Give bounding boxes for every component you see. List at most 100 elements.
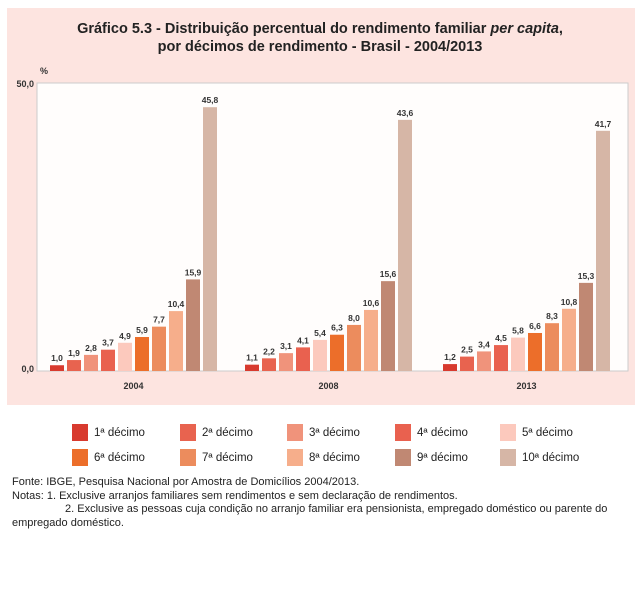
bar — [381, 281, 395, 371]
bar — [562, 308, 576, 371]
legend-item: 10ª décimo — [500, 449, 579, 466]
data-label: 3,7 — [102, 338, 114, 348]
legend-label: 5ª décimo — [522, 426, 573, 439]
title-italic: per capita — [490, 21, 559, 37]
legend-swatch — [180, 449, 196, 466]
legend-item: 6ª décimo — [72, 449, 145, 466]
data-label: 45,8 — [202, 95, 219, 105]
title-line2: por décimos de rendimento - Brasil - 200… — [157, 39, 483, 55]
bar-chart: % 0,0 50,0 1,0 1,9 2,8 3,7 4,9 5,9 7,710,4 15,9 45,… — [16, 66, 629, 391]
title-line1: Gráfico 5.3 - Distribuição percentual do… — [77, 21, 491, 37]
legend-item: 4ª décimo — [395, 424, 468, 441]
bar — [579, 282, 593, 371]
footer: Fonte: IBGE, Pesquisa Nacional por Amost… — [12, 476, 632, 530]
bar — [203, 107, 217, 371]
y-tick-label: 0,0 — [21, 364, 34, 374]
data-label: 6,3 — [331, 323, 343, 333]
data-label: 15,3 — [578, 271, 595, 281]
data-label: 10,8 — [561, 297, 578, 307]
legend-label: 3ª décimo — [309, 426, 360, 439]
y-tick-label: 50,0 — [16, 79, 34, 89]
bar — [296, 347, 310, 371]
data-label: 43,6 — [397, 108, 414, 118]
title-comma: , — [558, 21, 563, 37]
data-label: 15,6 — [380, 269, 397, 279]
note-1: Notas: 1. Exclusive arranjos familiares … — [12, 489, 458, 502]
legend-swatch — [287, 449, 303, 466]
data-label: 2,8 — [85, 343, 97, 353]
bar — [347, 324, 361, 371]
data-label: 3,4 — [478, 339, 490, 349]
data-label: 10,6 — [363, 298, 380, 308]
data-label: 5,4 — [314, 328, 326, 338]
x-tick-label: 2013 — [516, 381, 536, 391]
data-label: 4,9 — [119, 331, 131, 341]
legend-label: 9ª décimo — [417, 451, 468, 464]
bar — [169, 311, 183, 371]
data-label: 4,1 — [297, 335, 309, 345]
bar — [101, 349, 115, 371]
data-label: 3,1 — [280, 341, 292, 351]
bar — [477, 351, 491, 371]
data-label: 1,9 — [68, 348, 80, 358]
bar — [279, 353, 293, 371]
legend-swatch — [180, 424, 196, 441]
legend-swatch — [500, 449, 516, 466]
bar — [596, 130, 610, 371]
legend-label: 2ª décimo — [202, 426, 253, 439]
bar — [313, 339, 327, 371]
data-label: 8,3 — [546, 311, 558, 321]
legend-label: 7ª décimo — [202, 451, 253, 464]
legend-label: 1ª décimo — [94, 426, 145, 439]
bar — [186, 279, 200, 371]
data-label: 7,7 — [153, 315, 165, 325]
legend-swatch — [72, 449, 88, 466]
source-note: Fonte: IBGE, Pesquisa Nacional por Amost… — [12, 476, 360, 488]
data-label: 2,5 — [461, 345, 473, 355]
legend-swatch — [500, 424, 516, 441]
bar — [84, 354, 98, 371]
data-label: 41,7 — [595, 119, 612, 129]
legend-item: 8ª décimo — [287, 449, 360, 466]
legend-item: 2ª décimo — [180, 424, 253, 441]
bar — [262, 358, 276, 371]
legend-item: 5ª décimo — [500, 424, 573, 441]
chart-title: Gráfico 5.3 - Distribuição percentual do… — [0, 20, 640, 56]
legend-item: 1ª décimo — [72, 424, 145, 441]
bar — [330, 334, 344, 371]
note-2: 2. Exclusive as pessoas cuja condição no… — [65, 503, 608, 515]
bar — [528, 332, 542, 371]
bar — [364, 309, 378, 371]
data-label: 5,9 — [136, 325, 148, 335]
bar — [398, 119, 412, 371]
legend-swatch — [395, 449, 411, 466]
legend-swatch — [395, 424, 411, 441]
bar — [443, 364, 457, 371]
legend-label: 6ª décimo — [94, 451, 145, 464]
data-label: 2,2 — [263, 346, 275, 356]
bar — [245, 364, 259, 371]
data-label: 1,1 — [246, 353, 258, 363]
bar — [118, 342, 132, 371]
y-axis-label: % — [40, 66, 48, 76]
bar — [67, 360, 81, 371]
bar — [135, 337, 149, 371]
legend-label: 8ª décimo — [309, 451, 360, 464]
data-label: 1,0 — [51, 353, 63, 363]
x-tick-label: 2008 — [318, 381, 338, 391]
bar — [50, 365, 64, 371]
note-2-cont: empregado doméstico. — [12, 516, 124, 529]
data-label: 10,4 — [168, 299, 185, 309]
legend-label: 10ª décimo — [522, 451, 580, 464]
bar — [545, 323, 559, 371]
data-label: 4,5 — [495, 333, 507, 343]
data-label: 15,9 — [185, 267, 202, 277]
bar — [494, 345, 508, 371]
legend-item: 3ª décimo — [287, 424, 360, 441]
bar — [511, 337, 525, 371]
legend-item: 9ª décimo — [395, 449, 468, 466]
x-tick-label: 2004 — [123, 381, 143, 391]
data-label: 5,8 — [512, 326, 524, 336]
bar — [460, 356, 474, 371]
legend-item: 7ª décimo — [180, 449, 253, 466]
